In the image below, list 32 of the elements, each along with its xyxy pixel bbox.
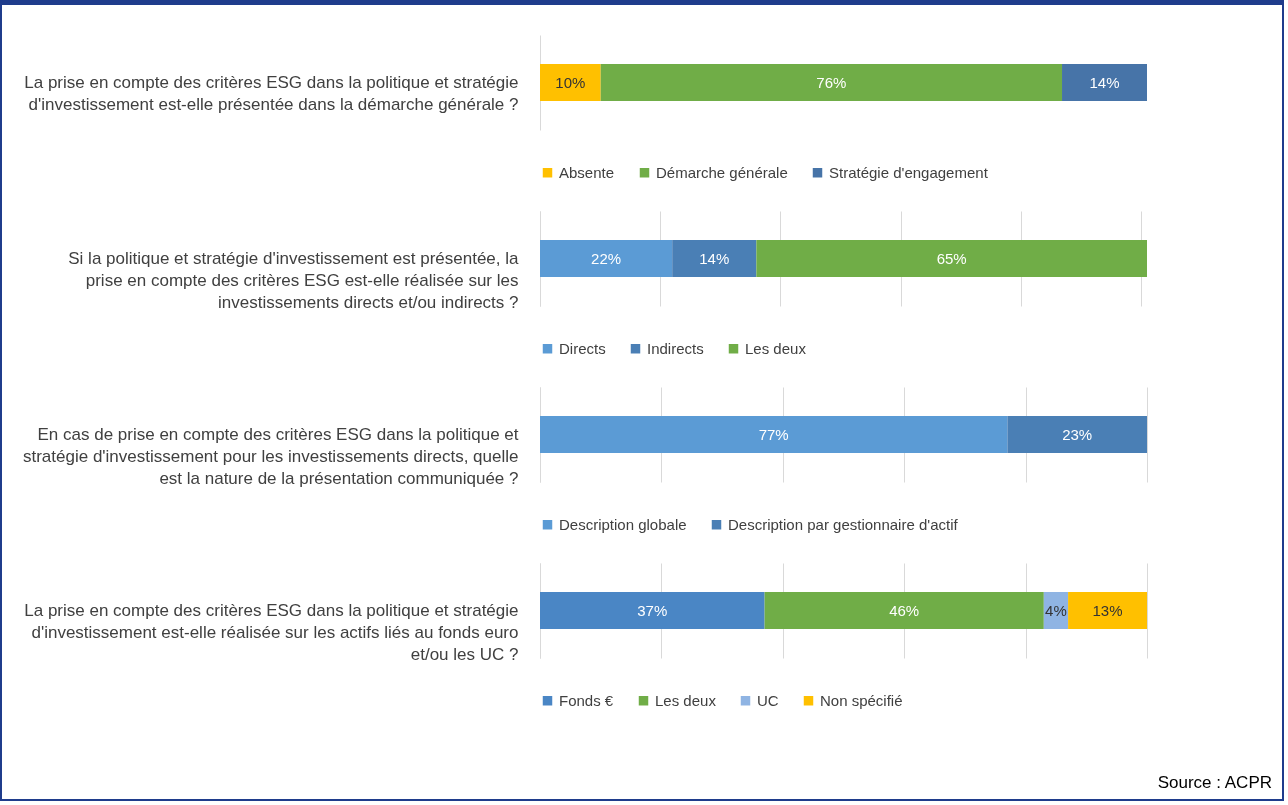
legend-label: Directs xyxy=(559,339,606,357)
data-label: 10% xyxy=(555,73,586,91)
data-label: 14% xyxy=(1089,73,1120,91)
data-label: 77% xyxy=(758,425,789,443)
legend-label: Stratégie d'engagement xyxy=(829,163,989,181)
legend-label: Les deux xyxy=(745,339,807,357)
bar xyxy=(540,592,765,629)
legend-label: Fonds € xyxy=(559,691,614,709)
legend-label: UC xyxy=(757,691,779,709)
data-label: 46% xyxy=(889,601,920,619)
bar xyxy=(1068,592,1147,629)
bar xyxy=(764,592,1044,629)
legend-label: Description par gestionnaire d'actif xyxy=(728,515,959,533)
category-label: En cas de prise en compte des critères ESG dans la politique et stratégie d'investissement pour les investissements directs, quelle est la nature de la présentation communiquée ? xyxy=(22,424,519,488)
data-label: 4% xyxy=(1045,601,1067,619)
data-label: 14% xyxy=(699,249,730,267)
data-label: 13% xyxy=(1092,601,1123,619)
data-label: 76% xyxy=(816,73,847,91)
category-label: Si la politique et stratégie d'investissement est présentée, la prise en compte des critères ESG est-elle réalisée sur les investissements directs et/ou indirects ? xyxy=(68,248,519,312)
data-label: 37% xyxy=(637,601,668,619)
data-label: 65% xyxy=(936,249,967,267)
legend-label: Absente xyxy=(559,163,615,181)
source-note: Source : ACPR xyxy=(1157,773,1272,793)
data-label: 22% xyxy=(591,249,622,267)
legend-label: Description globale xyxy=(559,515,687,533)
legend-label: Non spécifié xyxy=(820,691,903,709)
category-label: La prise en compte des critères ESG dans la politique et stratégie d'investissement est-elle présentée dans la démarche générale ? xyxy=(24,72,519,114)
legend-label: Les deux xyxy=(655,691,717,709)
data-label: 23% xyxy=(1062,425,1093,443)
legend-label: Démarche générale xyxy=(656,163,788,181)
category-label: La prise en compte des critères ESG dans la politique et stratégie d'investissement est-elle réalisée sur les actifs liés au fonds euro et/ou les UC ? xyxy=(24,600,519,664)
legend-label: Indirects xyxy=(647,339,704,357)
